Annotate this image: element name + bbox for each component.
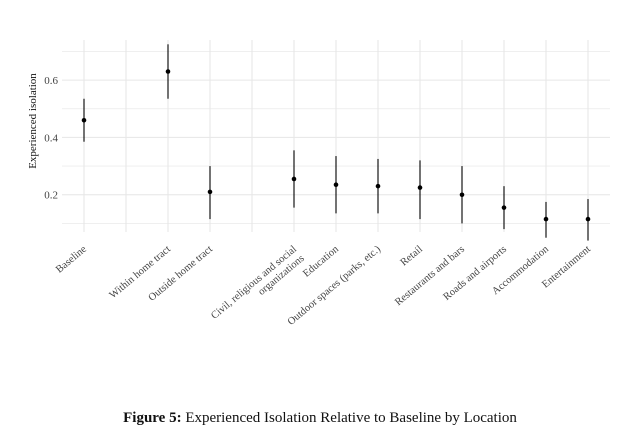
y-axis: 0.2 0.4 0.6 Experienced isolation [27, 73, 59, 202]
data-point [291, 176, 297, 182]
y-tick-label: 0.2 [44, 190, 58, 202]
data-point [207, 189, 213, 195]
y-axis-label: Experienced isolation [27, 73, 39, 169]
data-marks [81, 44, 591, 241]
data-point [501, 205, 507, 210]
x-tick-label: Retail [399, 244, 425, 269]
data-point [459, 192, 465, 198]
y-tick-label: 0.4 [44, 132, 58, 144]
data-point [375, 183, 381, 189]
x-tick-label: Restaurants and bars [393, 244, 467, 308]
data-point [81, 117, 87, 123]
data-point [333, 182, 339, 188]
x-tick-label: Education [301, 243, 341, 279]
data-point [417, 185, 423, 190]
data-point [165, 69, 171, 74]
data-point [585, 216, 591, 222]
y-tick-label: 0.6 [44, 75, 58, 87]
x-tick-label: Baseline [54, 244, 89, 276]
figure-caption: Figure 5: Experienced Isolation Relative… [0, 410, 640, 427]
data-point [543, 216, 549, 222]
caption-label: Figure 5: [123, 410, 182, 426]
caption-text: Experienced Isolation Relative to Baseli… [185, 410, 517, 426]
